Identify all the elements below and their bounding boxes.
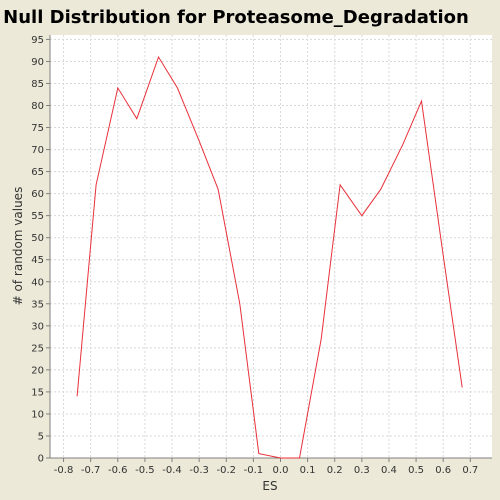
x-tick-label: -0.8 [54,465,74,476]
x-tick-label: 0.0 [273,465,289,476]
y-tick-label: 20 [31,365,44,376]
x-tick-label: 0.2 [327,465,343,476]
x-tick-label: -0.1 [244,465,264,476]
series-line [76,55,463,459]
chart-title: Null Distribution for Proteasome_Degrada… [3,7,469,28]
y-tick-label: 85 [31,79,44,90]
y-tick-label: 5 [38,431,44,442]
x-tick-label: -0.3 [189,465,209,476]
x-tick-label: 0.6 [435,465,451,476]
x-tick-label: -0.4 [162,465,182,476]
x-tick-label: -0.2 [216,465,236,476]
y-tick-label: 75 [31,123,44,134]
y-tick-label: 0 [38,454,44,465]
x-tick-label: 0.3 [354,465,370,476]
x-tick-label: -0.6 [108,465,128,476]
y-tick-label: 10 [31,409,44,420]
x-tick-label: -0.5 [135,465,155,476]
x-axis-label: ES [262,479,277,493]
y-axis-label: # of random values [11,187,25,306]
grid-lines [50,35,492,459]
y-tick-label: 45 [31,255,44,266]
y-tick-label: 55 [31,211,44,222]
x-axis-ticks: -0.8 -0.7 -0.6 -0.5 -0.4 -0.3 -0.2 -0.1 0.0 0.1 0.… [54,458,478,476]
x-tick-label: 0.5 [408,465,424,476]
y-tick-label: 65 [31,167,44,178]
y-tick-label: 30 [31,321,44,332]
y-tick-label: 15 [31,387,44,398]
y-tick-label: 35 [31,299,44,310]
plot-area [50,35,492,458]
y-tick-label: 70 [31,145,44,156]
y-tick-label: 60 [31,189,44,200]
x-tick-label: -0.7 [81,465,101,476]
x-tick-label: 0.7 [462,465,478,476]
series-layer [76,55,463,459]
y-tick-label: 40 [31,277,44,288]
y-tick-label: 25 [31,343,44,354]
y-tick-label: 95 [31,35,44,46]
y-tick-label: 90 [31,57,44,68]
x-tick-label: 0.1 [300,465,316,476]
y-axis-ticks: 0 5 10 15 20 25 30 35 40 45 50 55 60 65 70 75 80 85 90 95 [31,35,50,465]
y-tick-label: 50 [31,233,44,244]
x-tick-label: 0.4 [381,465,397,476]
y-tick-label: 80 [31,101,44,112]
